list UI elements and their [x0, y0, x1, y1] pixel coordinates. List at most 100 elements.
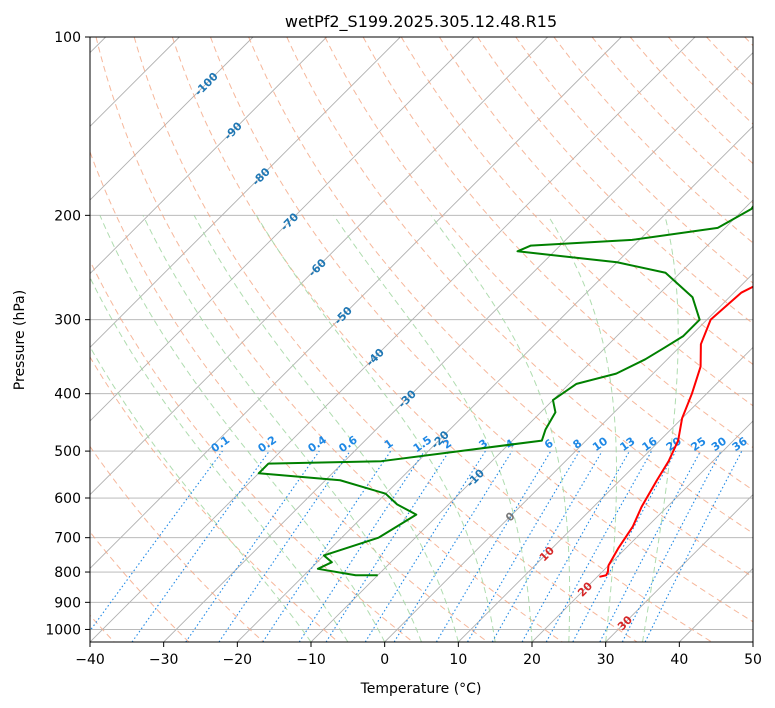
dry-adiabat [439, 37, 753, 366]
x-tick-label: 50 [744, 652, 762, 668]
temperature-line [599, 285, 753, 578]
x-tick-label: 0 [380, 652, 389, 668]
dry-adiabat [668, 37, 753, 125]
mixing-ratio-label: 0.4 [306, 433, 330, 455]
y-axis-title: Pressure (hPa) [12, 290, 28, 390]
mixing-ratio-line [325, 450, 450, 642]
moist-adiabat [90, 345, 312, 642]
isotherm-label: -70 [278, 210, 301, 233]
isotherm-label: -90 [222, 119, 245, 142]
x-tick-label: −10 [296, 652, 326, 668]
background-lines [90, 37, 753, 642]
isotherm-line [163, 52, 753, 642]
isotherm-line [90, 37, 475, 422]
isotherm-label: -60 [306, 256, 329, 279]
moist-adiabat [430, 215, 571, 642]
y-tick-label: 100 [54, 30, 81, 46]
isotherm-line [90, 37, 548, 496]
dry-adiabat [90, 356, 339, 642]
moist-adiabat [333, 215, 533, 642]
dry-adiabat [248, 37, 753, 578]
dry-adiabat [591, 37, 753, 204]
dry-adiabat [90, 445, 264, 642]
dry-adiabat [133, 37, 638, 642]
y-axis-ticks: 100 200 300 400 500 600 700 800 900 1000 [45, 30, 90, 638]
mixing-ratio-line [298, 450, 425, 642]
dewpoint-line [257, 204, 753, 577]
isotherm-labels: 0.1 0.2 0.4 0.6 1 1.5 2 3 4 6 8 10 13 16 20 25 30 36-100-… [192, 70, 750, 634]
x-axis-ticks: −40 −30 −20 −10 0 10 20 30 40 50 [75, 642, 762, 668]
x-tick-label: 30 [597, 652, 615, 668]
y-tick-label: 800 [54, 565, 81, 581]
mixing-ratio-line [393, 450, 513, 642]
y-tick-label: 1000 [45, 622, 81, 638]
chart-title: wetPf2_S199.2025.305.12.48.R15 [285, 12, 557, 32]
dry-adiabat [553, 37, 753, 244]
profile-series [257, 204, 753, 578]
isotherm-line [90, 37, 622, 569]
x-axis-title: Temperature (°C) [360, 681, 482, 697]
dry-adiabat [286, 37, 753, 534]
dry-adiabat [95, 37, 563, 642]
y-tick-label: 500 [54, 444, 81, 460]
moist-adiabat [193, 215, 459, 642]
mixing-ratio-line [644, 450, 743, 642]
isotherm-line [384, 273, 753, 642]
dry-adiabat [90, 259, 414, 642]
isotherm-line [90, 37, 401, 348]
mixing-ratio-line [435, 450, 552, 642]
plot-frame [89, 36, 754, 643]
mixing-ratio-line [545, 450, 653, 642]
x-tick-label: 10 [449, 652, 467, 668]
mixing-ratio-line [90, 450, 223, 632]
isotherm-label: -50 [332, 304, 355, 327]
y-tick-label: 200 [54, 208, 81, 224]
mixing-ratio-line [131, 450, 270, 642]
y-tick-label: 900 [54, 595, 81, 611]
moist-adiabat [547, 215, 618, 642]
dry-adiabat [90, 150, 488, 642]
moist-adiabat [642, 215, 679, 642]
x-tick-label: 40 [670, 652, 688, 668]
isotherm-line [531, 420, 753, 642]
dry-adiabat [744, 37, 753, 47]
mixing-ratio-line [467, 450, 580, 642]
isotherm-line [605, 494, 753, 642]
isotherm-label: -100 [192, 70, 221, 99]
mixing-ratio-label: 0.1 [209, 433, 232, 455]
isotherm-label: 30 [615, 613, 635, 633]
isotherm-label: 10 [537, 544, 557, 564]
y-tick-label: 700 [54, 531, 81, 547]
isotherm-line [237, 125, 753, 642]
x-tick-label: −40 [75, 652, 105, 668]
y-tick-label: 600 [54, 491, 81, 507]
mixing-ratio-line [218, 450, 351, 642]
isotherm-label: -40 [364, 346, 387, 369]
y-tick-label: 400 [54, 387, 81, 403]
x-tick-label: 20 [523, 652, 541, 668]
dry-adiabat [90, 531, 190, 642]
y-tick-label: 300 [54, 313, 81, 329]
x-tick-label: −30 [149, 652, 179, 668]
moist-adiabat [99, 215, 386, 642]
isotherm-line [458, 346, 753, 642]
moist-adiabat [142, 215, 422, 642]
isotherm-line [752, 641, 753, 642]
mixing-ratio-line [599, 450, 702, 642]
mixing-ratio-line [262, 450, 392, 642]
mixing-ratio-line [185, 450, 320, 642]
dry-adiabat [324, 37, 753, 491]
mixing-ratio-label: 0.6 [336, 433, 360, 455]
dry-adiabat [171, 37, 712, 642]
isotherm-line [90, 37, 254, 201]
isotherm-label: 20 [575, 579, 595, 599]
dry-adiabat [210, 37, 753, 623]
isotherm-label: -10 [464, 466, 487, 489]
moist-adiabat [255, 215, 496, 642]
dry-adiabat [400, 37, 753, 407]
isotherm-label: -30 [396, 387, 419, 410]
isotherm-label: -80 [250, 165, 273, 188]
isotherm-line [90, 37, 327, 275]
mixing-ratio-line [572, 450, 677, 642]
